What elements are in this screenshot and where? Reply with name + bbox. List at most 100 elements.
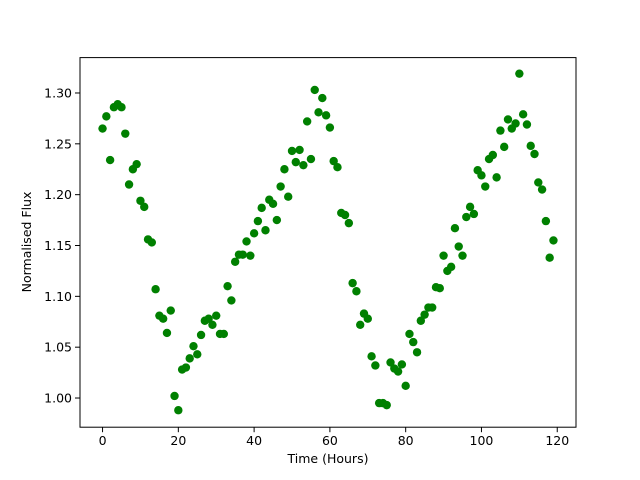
y-tick-label: 1.25: [44, 136, 72, 151]
point: [515, 69, 524, 78]
point: [166, 306, 175, 315]
point: [227, 296, 236, 305]
point: [102, 112, 111, 121]
point: [496, 126, 505, 135]
point: [329, 156, 338, 166]
point: [246, 251, 255, 260]
point: [409, 337, 418, 347]
y-tick-label: 1.30: [44, 85, 72, 100]
point: [526, 141, 535, 151]
point: [276, 182, 285, 191]
x-tick-label: 40: [246, 433, 262, 448]
y-tick-label: 1.00: [44, 391, 72, 406]
point: [450, 224, 460, 233]
point: [446, 262, 456, 272]
point: [295, 145, 304, 155]
point: [193, 350, 202, 359]
point: [287, 146, 297, 156]
point: [196, 330, 206, 340]
point: [405, 329, 414, 339]
point: [219, 329, 228, 339]
point: [208, 320, 217, 330]
point: [356, 320, 365, 330]
point: [397, 360, 407, 369]
point: [333, 163, 342, 172]
point: [98, 124, 107, 133]
y-tick-label: 1.10: [44, 289, 72, 304]
point: [477, 171, 486, 180]
point: [348, 278, 357, 288]
point: [212, 311, 221, 320]
y-tick-label: 1.20: [44, 187, 72, 202]
point: [261, 226, 270, 235]
point: [117, 103, 126, 112]
point: [204, 314, 213, 323]
point: [371, 361, 380, 370]
point: [469, 209, 479, 219]
point: [534, 178, 543, 187]
point: [280, 165, 289, 174]
point: [488, 150, 498, 160]
x-axis-label: Time (Hours): [287, 451, 369, 466]
point: [518, 110, 528, 119]
point: [306, 154, 316, 164]
point: [242, 237, 251, 246]
point: [121, 129, 130, 138]
point: [162, 328, 172, 338]
point: [132, 159, 141, 169]
point: [416, 316, 426, 325]
point: [189, 341, 198, 351]
point: [462, 212, 471, 222]
point: [503, 115, 513, 124]
point: [136, 196, 145, 205]
point: [401, 381, 410, 391]
point: [318, 93, 327, 103]
point: [223, 281, 232, 291]
point: [420, 310, 429, 319]
x-tick-label: 120: [545, 433, 569, 448]
point: [393, 367, 403, 376]
y-axis-label: Normalised Flux: [19, 192, 34, 293]
point: [481, 182, 490, 191]
plot-frame: [79, 57, 577, 428]
x-tick-label: 80: [398, 433, 414, 448]
point: [253, 216, 263, 226]
point: [344, 218, 354, 228]
point: [522, 120, 532, 129]
point: [541, 216, 551, 226]
point: [465, 202, 475, 212]
point: [314, 108, 323, 117]
point: [185, 354, 194, 363]
point: [302, 117, 312, 126]
point: [511, 119, 520, 128]
point: [386, 358, 395, 367]
point: [140, 202, 149, 212]
point: [340, 210, 350, 220]
point: [230, 257, 240, 266]
point: [299, 160, 308, 170]
y-tick-label: 1.05: [44, 340, 72, 355]
point: [352, 287, 361, 296]
point: [492, 173, 501, 182]
point: [499, 142, 509, 152]
point: [458, 251, 467, 260]
point: [428, 303, 437, 312]
point: [268, 199, 278, 209]
point: [454, 242, 463, 251]
x-tick-label: 20: [170, 433, 186, 448]
point: [363, 314, 372, 323]
point: [105, 155, 115, 165]
point: [435, 284, 444, 293]
point: [124, 180, 134, 189]
point: [545, 253, 554, 262]
point: [439, 251, 448, 260]
point: [530, 149, 539, 159]
point: [291, 157, 300, 167]
point: [549, 236, 558, 245]
x-tick-label: 60: [322, 433, 338, 448]
point: [147, 238, 157, 247]
point: [284, 192, 293, 201]
point: [151, 285, 160, 294]
y-tick-label: 1.15: [44, 238, 72, 253]
